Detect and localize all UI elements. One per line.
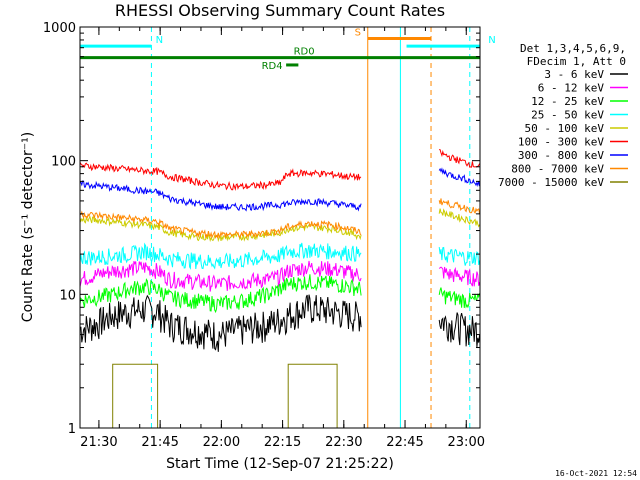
- y-tick-label-3: 1000: [43, 21, 76, 36]
- series-line-5-b: [439, 149, 481, 168]
- series-line-0-b: [438, 312, 481, 348]
- series-4: [79, 208, 481, 243]
- legend-label-0: 3 - 6 keV: [544, 68, 604, 81]
- series-line-5-a: [79, 161, 362, 192]
- plot-timestamp: 16-Oct-2021 12:54: [555, 469, 637, 478]
- legend-label-3: 25 - 50 keV: [531, 109, 604, 122]
- y-tick-label-1: 10: [59, 288, 76, 303]
- chart-title: RHESSI Observing Summary Count Rates: [115, 1, 445, 20]
- x-axis-label: Start Time (12-Sep-07 21:25:22): [166, 456, 394, 472]
- series-line-7-b: [438, 198, 481, 215]
- legend-label-6: 300 - 800 keV: [518, 149, 604, 162]
- series-1: [79, 260, 481, 292]
- series-line-0-a: [79, 294, 362, 352]
- legend-label-8: 7000 - 15000 keV: [498, 176, 604, 189]
- flag-label-4: RD4: [262, 61, 283, 72]
- legend-header-1: FDecim 1, Att 0: [527, 55, 626, 68]
- series-3: [79, 242, 481, 270]
- series-6: [79, 167, 481, 212]
- series-line-3-b: [438, 246, 481, 266]
- series-line-1-b: [438, 266, 481, 287]
- series-line-6-a: [79, 180, 362, 212]
- series-line-2-b: [438, 287, 481, 309]
- series-line-7-a: [79, 210, 362, 240]
- x-tick-label-2: 22:00: [203, 435, 240, 450]
- series-0: [79, 294, 481, 352]
- series-5: [79, 149, 481, 192]
- series-line-4-b: [438, 208, 481, 228]
- flag-label-1: N: [488, 35, 495, 46]
- series-line-1-a: [79, 260, 362, 292]
- flag-label-2: S: [355, 28, 361, 39]
- flag-label-0: N: [156, 35, 163, 46]
- series-7: [79, 198, 481, 240]
- series-8: [80, 363, 480, 429]
- x-tick-label-4: 22:30: [325, 435, 362, 450]
- y-axis-label: Count Rate (s⁻¹ detector⁻¹): [20, 132, 36, 322]
- series-2: [79, 274, 481, 314]
- legend-label-5: 100 - 300 keV: [518, 136, 604, 149]
- series-line-3-a: [79, 242, 362, 270]
- series-line-8-a: [80, 363, 362, 429]
- legend: Det 1,3,4,5,6,9,FDecim 1, Att 03 - 6 keV…: [498, 42, 628, 189]
- series-line-4-a: [79, 215, 362, 243]
- legend-label-1: 6 - 12 keV: [538, 82, 605, 95]
- flag-label-3: RD0: [294, 47, 315, 58]
- plot-axes: 21:30 21:45 22:00 22:15 22:30 22:45 23:00 1 10 10…: [43, 21, 485, 450]
- y-tick-label-2: 100: [51, 155, 76, 170]
- x-tick-label-1: 21:45: [141, 435, 178, 450]
- flag-bars: N N S RD0 RD4: [80, 28, 496, 72]
- x-tick-label-0: 21:30: [80, 435, 117, 450]
- series-lines: [79, 149, 481, 429]
- series-line-6-b: [438, 167, 481, 188]
- x-tick-label-5: 22:45: [386, 435, 423, 450]
- legend-label-7: 800 - 7000 keV: [511, 163, 604, 176]
- y-tick-label-0: 1: [68, 422, 76, 437]
- legend-label-2: 12 - 25 keV: [531, 95, 604, 108]
- legend-header-0: Det 1,3,4,5,6,9,: [520, 42, 626, 55]
- plot-frame: [79, 26, 481, 429]
- x-tick-label-3: 22:15: [264, 435, 301, 450]
- x-tick-label-6: 23:00: [448, 435, 485, 450]
- legend-label-4: 50 - 100 keV: [525, 122, 605, 135]
- series-line-2-a: [79, 274, 362, 314]
